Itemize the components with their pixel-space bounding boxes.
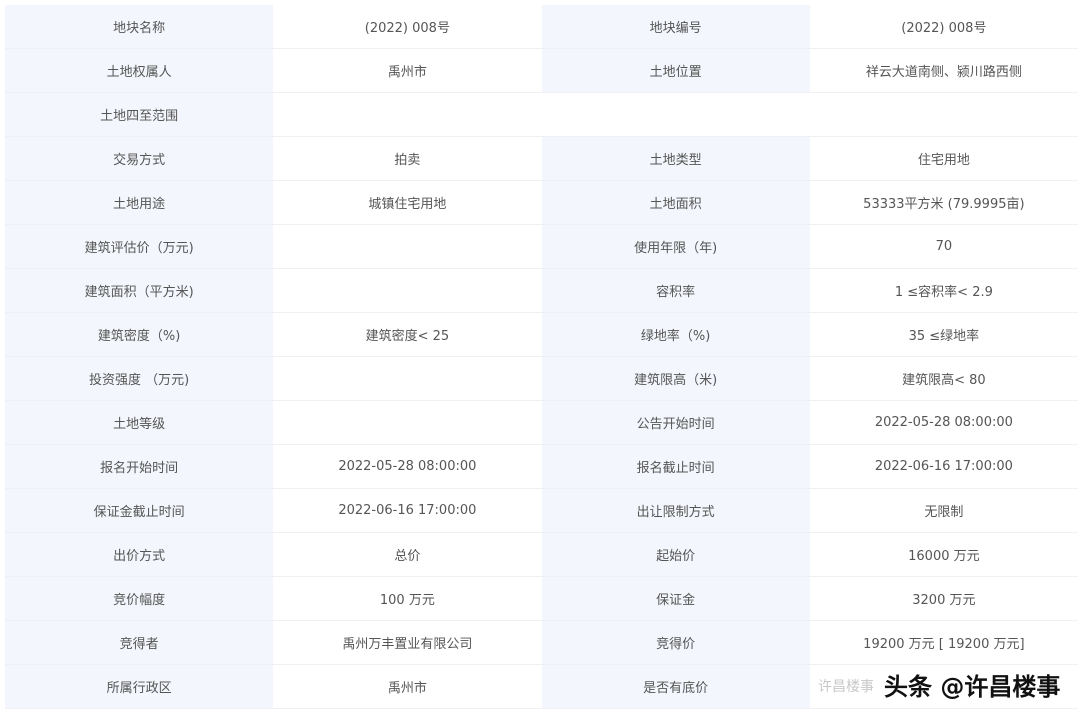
field-value: 建筑限高< 80 [809, 356, 1078, 401]
field-value [273, 400, 542, 445]
field-value: 祥云大道南侧、颍川路西侧 [809, 48, 1078, 93]
field-value: 1 ≤容积率< 2.9 [809, 268, 1078, 313]
field-label: 保证金 [541, 576, 810, 621]
field-label: 报名截止时间 [541, 444, 810, 489]
field-label: 竞价幅度 [5, 576, 274, 621]
field-label: 保证金截止时间 [5, 488, 274, 533]
field-label: 土地权属人 [5, 48, 274, 93]
field-value: 总价 [273, 532, 542, 577]
field-label: 容积率 [541, 268, 810, 313]
field-value [273, 268, 542, 313]
field-label: 绿地率（%) [541, 312, 810, 357]
field-value: 53333平方米 (79.9995亩) [809, 180, 1078, 225]
field-label: 土地用途 [5, 180, 274, 225]
field-label: 使用年限（年) [541, 224, 810, 269]
field-label: 建筑限高（米) [541, 356, 810, 401]
table-row: 土地用途 城镇住宅用地 土地面积 53333平方米 (79.9995亩) [5, 180, 1078, 225]
field-value: 16000 万元 [809, 532, 1078, 577]
field-value: 禹州市 [273, 664, 542, 709]
field-value: (2022) 008号 [273, 5, 542, 49]
field-value: 70 [809, 224, 1078, 269]
field-label: 地块编号 [541, 5, 810, 49]
field-value: 城镇住宅用地 [273, 180, 542, 225]
field-label: 土地等级 [5, 400, 274, 445]
field-value [809, 664, 1078, 709]
field-value: 2022-06-16 17:00:00 [809, 444, 1078, 489]
land-info-table: 地块名称 (2022) 008号 地块编号 (2022) 008号 土地权属人 禹州市 土地… [5, 5, 1078, 709]
field-label: 交易方式 [5, 136, 274, 181]
field-value: (2022) 008号 [809, 5, 1078, 49]
table-row: 建筑评估价（万元) 使用年限（年) 70 [5, 224, 1078, 269]
table-row: 报名开始时间 2022-05-28 08:00:00 报名截止时间 2022-06-1… [5, 444, 1078, 489]
table-row: 土地四至范围 [5, 92, 1078, 137]
field-label: 建筑密度（%) [5, 312, 274, 357]
field-label: 起始价 [541, 532, 810, 577]
field-label: 竞得者 [5, 620, 274, 665]
field-value: 建筑密度< 25 [273, 312, 542, 357]
field-value: 100 万元 [273, 576, 542, 621]
table-row: 土地权属人 禹州市 土地位置 祥云大道南侧、颍川路西侧 [5, 48, 1078, 93]
field-label: 所属行政区 [5, 664, 274, 709]
watermark: 头条 @许昌楼事 [884, 673, 1061, 701]
field-label: 建筑面积（平方米) [5, 268, 274, 313]
field-label: 报名开始时间 [5, 444, 274, 489]
field-value [273, 92, 1078, 137]
field-label: 土地四至范围 [5, 92, 274, 137]
table-body: 地块名称 (2022) 008号 地块编号 (2022) 008号 土地权属人 禹州市 土地… [5, 5, 1078, 709]
field-label: 公告开始时间 [541, 400, 810, 445]
field-value: 拍卖 [273, 136, 542, 181]
table-row: 建筑密度（%) 建筑密度< 25 绿地率（%) 35 ≤绿地率 [5, 312, 1078, 357]
field-value: 3200 万元 [809, 576, 1078, 621]
field-label: 建筑评估价（万元) [5, 224, 274, 269]
field-label: 竞得价 [541, 620, 810, 665]
table-row: 交易方式 拍卖 土地类型 住宅用地 [5, 136, 1078, 181]
field-label: 是否有底价 [541, 664, 810, 709]
field-label: 地块名称 [5, 5, 274, 49]
field-value: 禹州市 [273, 48, 542, 93]
field-label: 土地位置 [541, 48, 810, 93]
table-row: 建筑面积（平方米) 容积率 1 ≤容积率< 2.9 [5, 268, 1078, 313]
table-row: 地块名称 (2022) 008号 地块编号 (2022) 008号 [5, 5, 1078, 49]
field-value: 35 ≤绿地率 [809, 312, 1078, 357]
table-row: 投资强度 （万元) 建筑限高（米) 建筑限高< 80 [5, 356, 1078, 401]
table-row: 出价方式 总价 起始价 16000 万元 [5, 532, 1078, 577]
field-label: 出让限制方式 [541, 488, 810, 533]
field-value [273, 356, 542, 401]
field-value: 住宅用地 [809, 136, 1078, 181]
faint-watermark: 许昌楼事 [818, 679, 874, 695]
table-row: 保证金截止时间 2022-06-16 17:00:00 出让限制方式 无限制 [5, 488, 1078, 533]
table-row: 竞得者 禹州万丰置业有限公司 竞得价 19200 万元 [ 19200 万元] [5, 620, 1078, 665]
table-row: 所属行政区 禹州市 是否有底价 [5, 664, 1078, 709]
field-label: 土地类型 [541, 136, 810, 181]
field-label: 出价方式 [5, 532, 274, 577]
field-value: 禹州万丰置业有限公司 [273, 620, 542, 665]
field-value: 19200 万元 [ 19200 万元] [809, 620, 1078, 665]
table-row: 竞价幅度 100 万元 保证金 3200 万元 [5, 576, 1078, 621]
field-value: 2022-05-28 08:00:00 [809, 400, 1078, 445]
field-label: 投资强度 （万元) [5, 356, 274, 401]
field-value: 2022-06-16 17:00:00 [273, 488, 542, 533]
field-label: 土地面积 [541, 180, 810, 225]
field-value: 2022-05-28 08:00:00 [273, 444, 542, 489]
table-row: 土地等级 公告开始时间 2022-05-28 08:00:00 [5, 400, 1078, 445]
field-value [273, 224, 542, 269]
field-value: 无限制 [809, 488, 1078, 533]
